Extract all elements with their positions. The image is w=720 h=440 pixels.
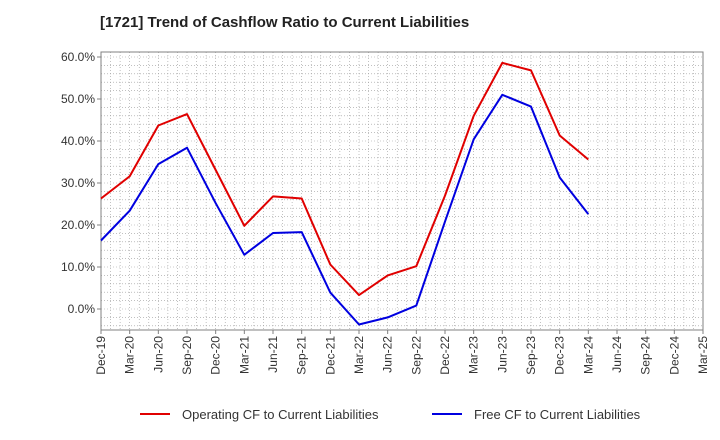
free-cf-line (100, 93, 590, 326)
y-tick-label: 40.0% (61, 134, 95, 148)
operating-cf-line (100, 61, 589, 297)
x-tick-label: Sep-24 (639, 336, 653, 375)
plot-area (101, 52, 703, 330)
x-tick-label: Mar-25 (696, 336, 710, 374)
x-tick-label: Mar-21 (237, 336, 251, 374)
chart-title: [1721] Trend of Cashflow Ratio to Curren… (100, 14, 470, 31)
x-tick-label: Dec-24 (667, 336, 681, 375)
x-tick-label: Mar-20 (123, 336, 137, 374)
x-tick-label: Sep-23 (524, 336, 538, 375)
x-tick-label: Dec-22 (438, 336, 452, 375)
y-tick-label: 50.0% (61, 92, 95, 106)
y-tick-label: 30.0% (61, 176, 95, 190)
x-tick-label: Sep-20 (180, 336, 194, 375)
x-tick-label: Jun-23 (495, 336, 509, 373)
x-tick-label: Mar-23 (467, 336, 481, 374)
x-tick-label: Jun-24 (610, 336, 624, 373)
y-tick-label: 20.0% (61, 218, 95, 232)
x-tick-label: Dec-19 (94, 336, 108, 375)
y-tick-label: 0.0% (68, 302, 96, 316)
x-tick-label: Jun-20 (151, 336, 165, 373)
x-tick-label: Dec-20 (209, 336, 223, 375)
x-tick-label: Jun-21 (266, 336, 280, 373)
x-tick-label: Sep-22 (409, 336, 423, 375)
legend-label: Free CF to Current Liabilities (474, 407, 641, 422)
y-tick-label: 10.0% (61, 260, 95, 274)
x-tick-label: Sep-21 (295, 336, 309, 375)
x-tick-label: Dec-23 (553, 336, 567, 375)
x-tick-label: Mar-22 (352, 336, 366, 374)
legend-label: Operating CF to Current Liabilities (182, 407, 379, 422)
x-tick-label: Mar-24 (581, 336, 595, 374)
x-tick-label: Dec-21 (323, 336, 337, 375)
plot-border (100, 51, 704, 331)
y-tick-label: 60.0% (61, 50, 95, 64)
x-tick-label: Jun-22 (381, 336, 395, 373)
